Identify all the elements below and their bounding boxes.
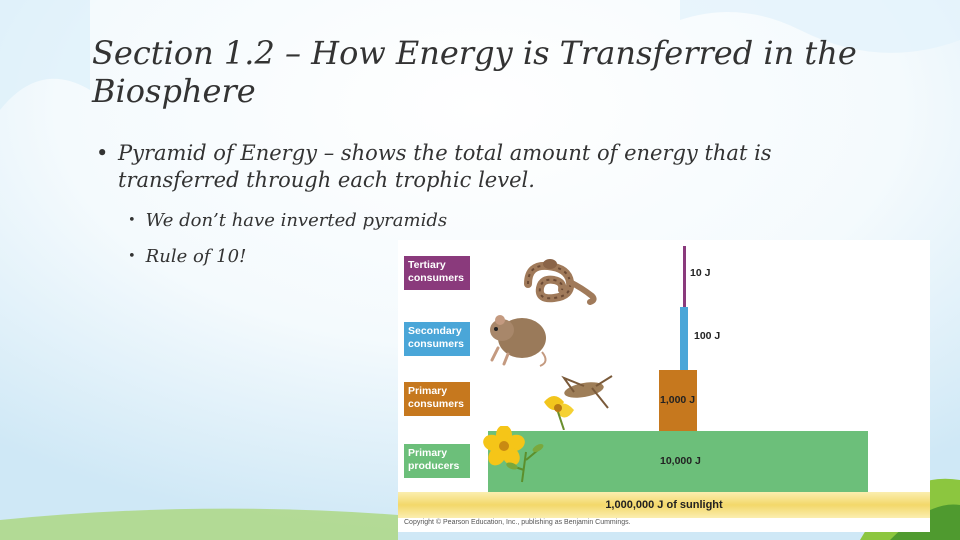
level-label-line: consumers: [408, 338, 465, 350]
grasshopper-icon: [544, 375, 613, 430]
level-label-line: Secondary: [408, 325, 462, 337]
level-label-line: Primary: [408, 447, 448, 459]
energy-bar-tertiary-consumers: [683, 246, 686, 307]
level-label-line: consumers: [408, 272, 465, 284]
bullet-marker: •: [96, 141, 109, 165]
energy-bar-secondary-consumers: [680, 307, 688, 370]
grass-hill-left: [0, 508, 398, 540]
cloud-shape: [0, 0, 960, 53]
flower-icon: [483, 426, 544, 483]
energy-bar-primary-consumers: [659, 370, 697, 431]
sub-bullet-text: Rule of 10!: [145, 246, 247, 267]
snake-icon: [524, 259, 597, 305]
bullet-marker: •: [128, 213, 136, 228]
energy-value-primary-consumers: 1,000 J: [660, 394, 696, 406]
level-label-primary-consumers: Primary consumers: [404, 382, 470, 416]
slide-title: Section 1.2 – How Energy is Transferred …: [92, 34, 857, 110]
energy-bar-producers: [488, 431, 868, 492]
level-label-line: Tertiary: [408, 259, 446, 271]
sunlight-label: 1,000,000 J of sunlight: [605, 499, 723, 511]
level-label-line: Primary: [408, 385, 448, 397]
level-label-line: producers: [408, 460, 460, 472]
sub-bullet: • We don’t have inverted pyramids: [128, 208, 447, 234]
mouse-icon: [490, 315, 547, 367]
main-bullet: • Pyramid of Energy – shows the total am…: [96, 140, 896, 194]
copyright-notice: Copyright © Pearson Education, Inc., pub…: [404, 519, 631, 526]
sunlight-band: [398, 492, 930, 518]
energy-value-secondary: 100 J: [694, 330, 721, 342]
level-label-tertiary: Tertiary consumers: [404, 256, 470, 290]
level-label-primary-producers: Primary producers: [404, 444, 470, 478]
level-label-line: consumers: [408, 398, 465, 410]
energy-pyramid-figure: Tertiary consumers Secondary consumers P…: [398, 240, 930, 532]
bullet-marker: •: [128, 249, 136, 264]
energy-value-producers: 10,000 J: [660, 455, 701, 467]
main-bullet-text: Pyramid of Energy – shows the total amou…: [118, 141, 772, 192]
cloud-shape: [0, 0, 90, 110]
level-label-secondary: Secondary consumers: [404, 322, 470, 356]
sub-bullet: • Rule of 10!: [128, 244, 246, 270]
sub-bullet-text: We don’t have inverted pyramids: [145, 210, 448, 231]
energy-value-tertiary: 10 J: [690, 267, 711, 279]
